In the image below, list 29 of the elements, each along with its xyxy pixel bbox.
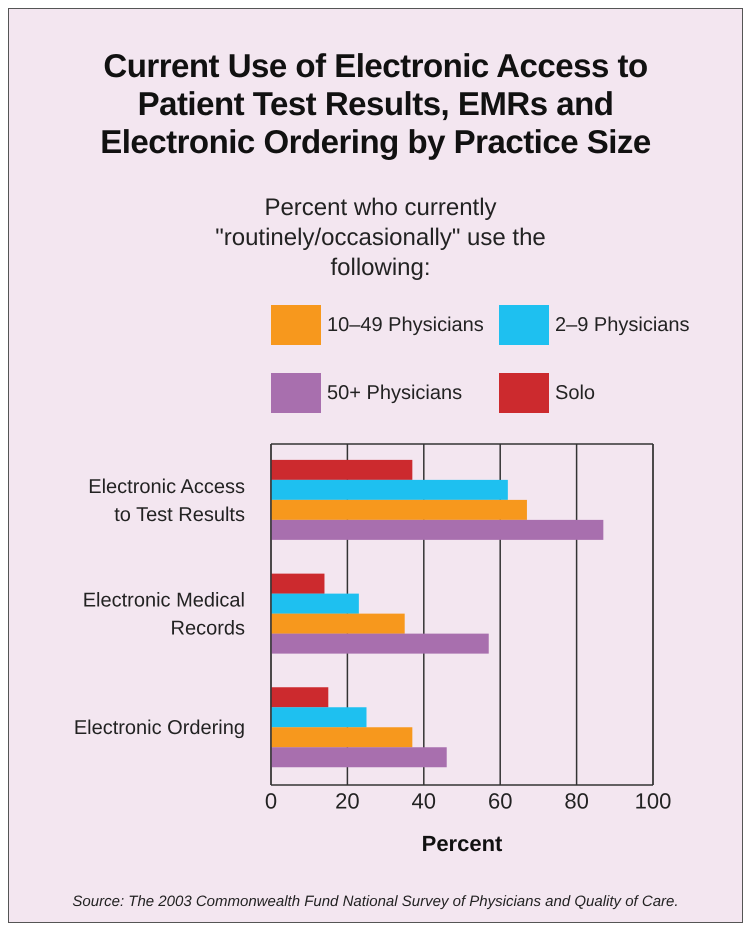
y-tick-label: Electronic Medical Records (82, 590, 245, 640)
bar (271, 594, 359, 614)
y-tick-label: Electronic Ordering (74, 717, 245, 740)
x-tick-label: 80 (564, 788, 589, 814)
bar (271, 707, 366, 728)
bar (271, 574, 324, 594)
x-axis-title: Percent (422, 831, 504, 856)
legend-label: 50+ Physicians (327, 382, 462, 404)
chart-subtitle: Percent who currently "routinely/occasionally" use the following: (214, 193, 547, 283)
x-tick-label: 40 (412, 788, 436, 814)
bar (271, 500, 527, 520)
x-tick-label: 100 (634, 788, 672, 814)
x-tick-label: 0 (264, 788, 278, 814)
bar (271, 460, 412, 480)
bar (271, 634, 489, 654)
bar (271, 687, 328, 708)
bar (271, 480, 508, 500)
bar (271, 614, 405, 634)
legend-label: Solo (555, 382, 596, 404)
bar (271, 747, 447, 768)
source-note: Source: The 2003 Commonwealth Fund National Survey of Physicians and Quality of Care. (71, 893, 680, 910)
chart-title: Current Use of Electronic Access to Patient Test Results, EMRs and Electronic Ordering by Practice Size (99, 47, 652, 161)
x-tick-label: 60 (488, 788, 512, 814)
x-tick-label: 20 (335, 788, 360, 814)
legend-label: 10–49 Physicians (327, 314, 484, 336)
y-tick-label: Electronic Access to Test Results (88, 476, 245, 526)
bar (271, 520, 604, 540)
bar (271, 727, 412, 748)
legend-label: 2–9 Physicians (555, 314, 690, 336)
